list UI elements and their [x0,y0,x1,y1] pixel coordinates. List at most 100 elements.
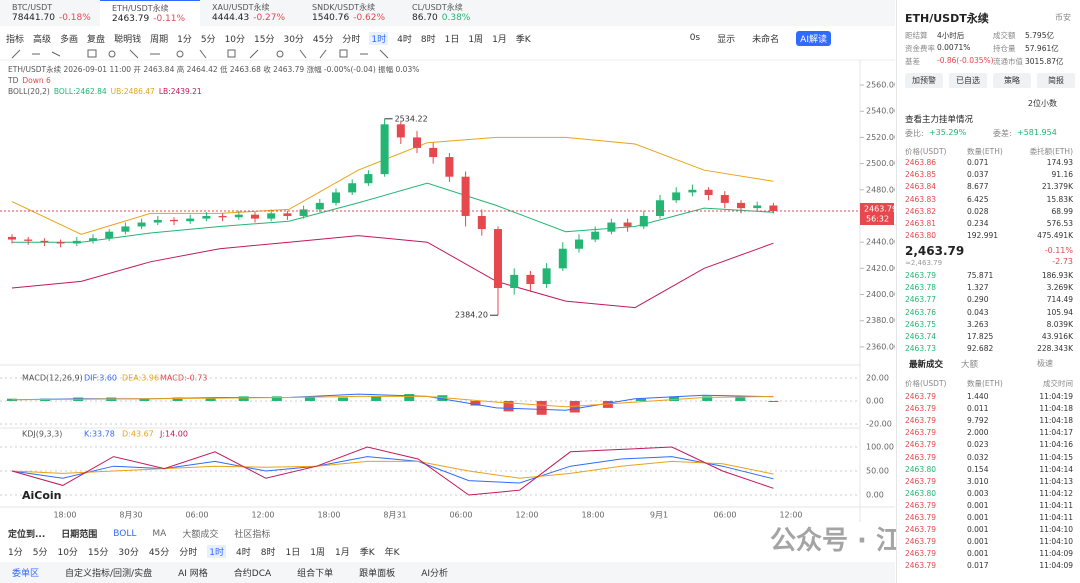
tab[interactable]: SNDK/USDT永续 1540.76 -0.62% [300,0,400,26]
period-bar: 1分 5分 10分 15分 30分 45分 分时 1时 4时 8时 1日 1周 1月 季K 年K [8,545,400,558]
footer-tab[interactable]: AI分析 [421,569,448,579]
low-label: 2384.20 [455,311,488,320]
bid-cell: 8.039K [1046,319,1073,329]
trade-cell: 11:04:16 [1039,440,1073,450]
period-button[interactable]: 分时 [179,548,198,558]
bottom-button[interactable]: 社区指标 [234,530,271,540]
panel-button[interactable]: 策略 [993,73,1031,88]
last-price-label: 2463.79 [864,205,895,214]
period-button[interactable]: 8时 [420,34,436,45]
bid-cell: 2463.76 [905,307,937,317]
period-button[interactable]: 30分 [118,548,139,558]
period-button[interactable]: 10分 [224,34,246,45]
bottom-button[interactable]: 大额成交 [182,530,219,540]
period-button[interactable]: 15分 [254,34,275,45]
tool-button[interactable]: 多画 [60,34,79,45]
period-button[interactable]: 45分 [312,34,334,45]
high-label: 2534.22 [395,114,428,123]
ask-cell: 2463.81 [905,219,937,228]
period-button[interactable]: 30分 [283,34,304,45]
period-button[interactable]: 5分 [32,548,48,558]
bottom-button[interactable]: 定位到... [8,530,46,540]
period-button[interactable]: 1月 [334,548,350,558]
ask-cell: 0.037 [967,170,989,180]
ask-cell: 2463.80 [905,231,937,241]
bottom-button[interactable]: MA [152,528,167,539]
toolbar-right[interactable]: 未命名 [752,34,780,45]
toolbar-right[interactable]: 0s [689,33,701,43]
toolbar-right[interactable]: AI解读 [796,30,831,46]
tab[interactable]: CL/USDT永续 86.70 0.38% [400,0,500,26]
main-orders[interactable]: 查看主力挂单情况 [905,115,974,125]
y-tick-label: 2360.00 [866,342,895,351]
symbol: ETH/USDT永续 [905,12,989,25]
candle-body [56,242,65,244]
period-button[interactable]: 季K [515,34,531,45]
tab[interactable]: ETH/USDT永续 2463.79 -0.11% [100,0,200,27]
period-button[interactable]: 5分 [200,34,216,45]
tool-button[interactable]: 聪明钱 [114,34,142,45]
tab-row: 78441.70 -0.18% [12,13,91,24]
toolbar: 指标 高级 多画 复盘 聪明钱 周期 1分 5分 10分 15分 30分 45分 分时 1时 4时 8时 1日 1… [6,30,831,46]
trade-cell: 3.010 [967,476,989,486]
fast[interactable]: 极速 [1037,359,1053,368]
bid-cell: 2463.77 [905,295,937,305]
toolbar-right[interactable]: 显示 [717,34,736,45]
stat-label: 流通市值 [993,57,1023,66]
panel-button[interactable]: 已自选 [949,73,987,88]
footer-tab[interactable]: 委单区 [12,569,40,579]
period-button[interactable]: 1日 [444,34,460,45]
macd-bar [470,400,481,406]
tab-name: ETH/USDT永续 [112,4,169,13]
bottom-bar: 定位到... 日期范围 BOLL MA 大额成交 社区指标 [8,527,271,541]
tab[interactable]: BTC/USDT 78441.70 -0.18% [0,0,100,26]
period-button[interactable]: 8时 [260,548,276,558]
tool-button[interactable]: 指标 [6,34,25,45]
period-button[interactable]: 10分 [57,548,78,558]
tool-button[interactable]: 高级 [33,34,52,45]
period-button[interactable]: 分时 [342,34,361,45]
bottom-button[interactable]: BOLL [113,528,137,539]
footer-tab[interactable]: 跟单面板 [359,569,396,579]
period-button[interactable]: 1分 [8,548,23,558]
bottom-button[interactable]: 日期范围 [61,530,98,540]
period-button[interactable]: 年K [384,548,400,558]
candle-body [72,240,81,244]
footer-tab[interactable]: 合约DCA [233,569,272,579]
candle-body [575,239,583,249]
period-button[interactable]: 季K [359,548,375,558]
trade-tab[interactable]: 大额 [961,360,979,370]
period-button[interactable]: 45分 [148,548,170,558]
tool-button[interactable]: 周期 [150,34,169,45]
period-button[interactable]: 4时 [397,34,412,45]
drawing-tools[interactable] [11,49,389,59]
macd-bar [669,396,680,401]
period-button[interactable]: 1时 [369,31,389,45]
period-button[interactable]: 1时 [207,545,227,558]
period-button[interactable]: 1周 [468,34,484,45]
period-button[interactable]: 1分 [177,34,192,45]
period-button[interactable]: 1周 [310,548,325,558]
panel-button[interactable]: 简报 [1037,73,1075,88]
trade-header: 成交时间 [1043,379,1073,388]
tool-button[interactable]: 复盘 [87,34,106,45]
panel-button[interactable]: 加预警 [905,73,943,88]
ask-cell: 2463.82 [905,206,937,216]
tab-price: 78441.70 [12,13,55,23]
candle-body [720,195,729,203]
trade-cell: 11:04:12 [1039,488,1073,498]
candle-body [105,231,114,239]
candle-body [283,213,292,216]
footer-tab[interactable]: AI 网格 [178,569,208,579]
period-button[interactable]: 1月 [492,34,507,45]
footer-tab[interactable]: 自定义指标/回测/实盘 [65,569,153,579]
period-button[interactable]: 15分 [87,548,109,558]
trade-tab[interactable]: 最新成交 [909,360,944,370]
tab-row: 1540.76 -0.62% [312,13,388,24]
footer-tab[interactable]: 组合下单 [297,569,334,579]
footer: 委单区 自定义指标/回测/实盘 AI 网格 合约DCA 组合下单 跟单面板 AI分析 [0,562,895,583]
tab[interactable]: XAU/USDT永续 4444.43 -0.27% [200,0,300,26]
chart: 2560.00 2540.00 2520.00 2500.00 2480.00 2440.… [0,49,895,522]
period-button[interactable]: 4时 [236,548,251,558]
period-button[interactable]: 1日 [285,548,301,558]
